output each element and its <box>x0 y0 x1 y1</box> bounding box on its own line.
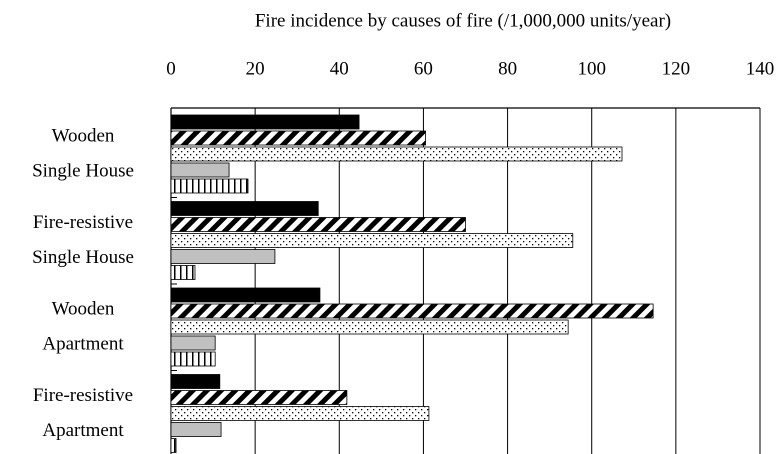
y-tick-label: Fire-resistive <box>33 385 133 406</box>
y-tick-label: Apartment <box>42 333 124 354</box>
bar <box>170 351 216 367</box>
bar <box>170 114 360 130</box>
bar <box>170 303 654 319</box>
x-tick-label: 80 <box>498 58 517 79</box>
y-tick-label: Single House <box>32 160 134 181</box>
bar <box>170 130 426 146</box>
x-tick-label: 140 <box>746 58 775 79</box>
bar <box>170 406 430 421</box>
bar <box>170 249 276 264</box>
y-tick-label: Single House <box>32 247 134 268</box>
bar <box>170 146 623 162</box>
x-tick-label: 40 <box>330 58 349 79</box>
bar <box>170 422 222 437</box>
y-tick-label: Wooden <box>52 125 115 146</box>
bar <box>170 201 319 216</box>
x-tick-label: 60 <box>414 58 433 79</box>
y-tick-label: Wooden <box>52 298 115 319</box>
bar <box>170 438 177 453</box>
y-tick-label: Apartment <box>42 420 124 441</box>
bar <box>170 287 321 303</box>
bar <box>170 319 569 335</box>
y-tick-label: Fire-resistive <box>33 212 133 233</box>
bar <box>170 162 230 178</box>
bar <box>170 390 348 405</box>
x-tick-label: 100 <box>577 58 606 79</box>
bar <box>170 374 221 389</box>
bar <box>170 335 216 351</box>
x-tick-label: 0 <box>166 58 176 79</box>
bar <box>170 265 196 280</box>
bar <box>170 233 574 248</box>
bar <box>170 178 249 194</box>
x-tick-label: 120 <box>662 58 691 79</box>
chart-title: Fire incidence by causes of fire (/1,000… <box>255 10 671 31</box>
bar <box>170 217 466 232</box>
x-tick-label: 20 <box>246 58 265 79</box>
